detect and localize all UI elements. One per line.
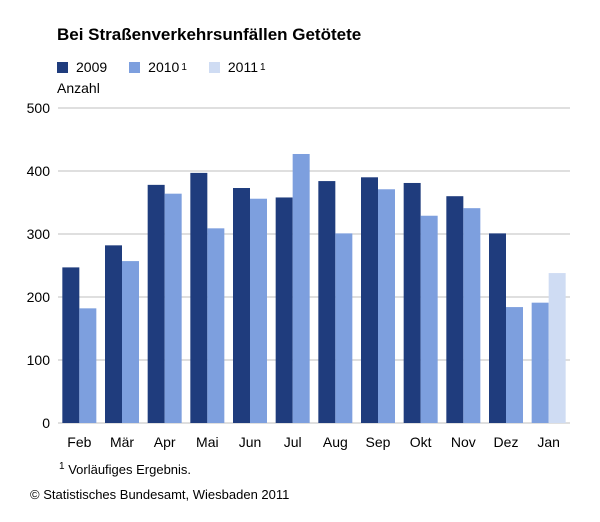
bar-2009-Feb — [62, 267, 80, 423]
bar-2009-Mai — [190, 172, 208, 423]
y-tick-label-0: 0 — [42, 415, 50, 431]
legend: 2009 2010 1 2011 1 — [57, 59, 288, 75]
x-tick-label-Apr: Apr — [154, 434, 176, 450]
y-tick-label-400: 400 — [27, 163, 51, 179]
bar-2009-Apr — [147, 184, 165, 423]
legend-footnote-mark-2010: 1 — [181, 61, 187, 73]
footnote-mark: 1 — [59, 461, 65, 472]
bar-2010-Dez — [506, 307, 523, 423]
legend-item-2009: 2009 — [57, 59, 107, 75]
y-tick-label-100: 100 — [27, 352, 51, 368]
bar-2009-Aug — [318, 181, 336, 423]
bar-2010-Apr — [164, 193, 182, 423]
x-tick-label-Mär: Mär — [110, 434, 134, 450]
x-tick-label-Dez: Dez — [494, 434, 519, 450]
x-tick-label-Jun: Jun — [239, 434, 262, 450]
bar-2009-Okt — [403, 182, 421, 423]
footnote-text: Vorläufiges Ergebnis. — [68, 462, 192, 477]
bar-2011-Jan — [548, 273, 566, 423]
bar-2009-Jun — [233, 188, 250, 423]
legend-swatch-2010 — [129, 61, 141, 73]
x-tick-label-Jan: Jan — [537, 434, 560, 450]
bar-2010-Aug — [335, 233, 353, 423]
bar-2010-Feb — [79, 308, 97, 423]
bar-2010-Jun — [250, 198, 267, 423]
legend-footnote-mark-2011: 1 — [259, 61, 266, 73]
x-tick-label-Sep: Sep — [366, 434, 391, 450]
x-tick-label-Jul: Jul — [284, 434, 302, 450]
legend-label-2010: 2010 — [148, 59, 180, 75]
x-tick-label-Aug: Aug — [323, 434, 348, 450]
bar-2009-Sep — [361, 177, 378, 423]
x-tick-label-Mai: Mai — [196, 434, 219, 450]
legend-label-2011: 2011 — [227, 59, 258, 75]
legend-swatch-2011 — [208, 61, 220, 73]
bar-2010-Jan — [531, 302, 549, 423]
bar-2010-Okt — [420, 215, 438, 423]
x-tick-label-Feb: Feb — [67, 434, 91, 450]
bar-chart: 0 100 200 300 400 500 Feb Mär Apr Mai Jun Jul Aug Sep… — [27, 100, 570, 450]
bar-2010-Mai — [207, 228, 225, 423]
chart-title: Bei Straßenverkehrsunfällen Getötete — [57, 25, 362, 44]
y-axis-unit-label: Anzahl — [57, 80, 100, 96]
bar-2010-Nov — [463, 208, 481, 423]
x-tick-label-Nov: Nov — [451, 434, 476, 450]
legend-item-2011: 2011 1 — [208, 59, 266, 75]
footnote: 1 Vorläufiges Ergebnis. — [57, 461, 191, 477]
bar-2009-Mär — [105, 245, 122, 423]
y-tick-label-300: 300 — [27, 226, 51, 242]
legend-swatch-2009 — [57, 61, 68, 73]
legend-item-2010: 2010 1 — [129, 59, 187, 75]
y-tick-label-200: 200 — [27, 289, 51, 305]
y-tick-label-500: 500 — [27, 100, 51, 116]
bar-2009-Jul — [275, 197, 293, 423]
x-tick-label-Okt: Okt — [410, 434, 432, 450]
source-note: © Statistisches Bundesamt, Wiesbaden 201… — [30, 487, 290, 502]
bar-2010-Sep — [378, 189, 395, 423]
bar-2009-Nov — [446, 196, 464, 423]
bar-2009-Dez — [489, 233, 506, 423]
bar-2010-Jul — [292, 153, 310, 424]
bar-2010-Mär — [122, 261, 139, 423]
legend-label-2009: 2009 — [76, 59, 108, 75]
